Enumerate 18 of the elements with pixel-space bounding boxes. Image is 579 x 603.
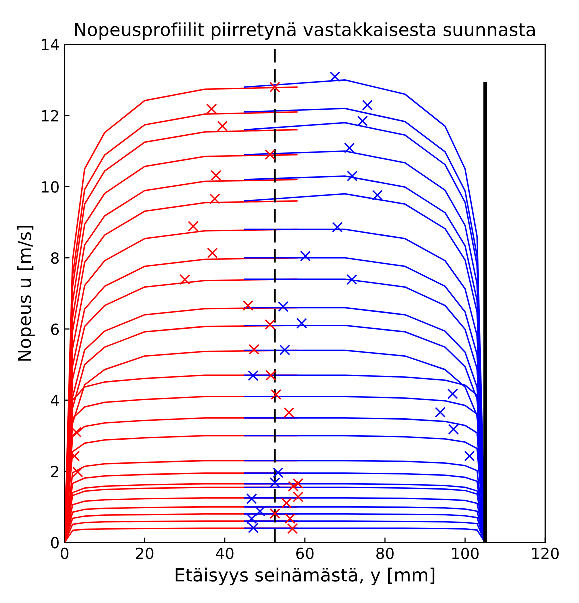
y-axis-title: Nopeus u [m/s]	[18, 226, 35, 361]
y-tick-label: 2	[51, 466, 58, 478]
x-tick-label: 0	[60, 548, 69, 560]
y-tick-label: 12	[42, 110, 58, 122]
y-tick-label: 6	[51, 324, 60, 336]
y-tick-label: 0	[51, 537, 59, 549]
x-tick-label: 80	[376, 548, 394, 560]
x-tick-label: 20	[136, 548, 154, 560]
y-tick-label: 10	[42, 181, 59, 193]
x-tick-label: 100	[452, 548, 479, 560]
x-tick-label: 60	[296, 548, 314, 560]
chart-title: Nopeusprofiilit piirretynä vastakkaisesta suunnasta	[75, 22, 536, 40]
y-tick-label: 8	[51, 252, 59, 264]
y-tick-label: 14	[42, 39, 60, 50]
x-tick-label: 40	[216, 548, 234, 560]
x-axis-title: Etäisyys seinämästä, y [mm]	[176, 568, 435, 586]
y-tick-label: 4	[51, 395, 60, 406]
x-tick-label: 120	[532, 548, 559, 560]
